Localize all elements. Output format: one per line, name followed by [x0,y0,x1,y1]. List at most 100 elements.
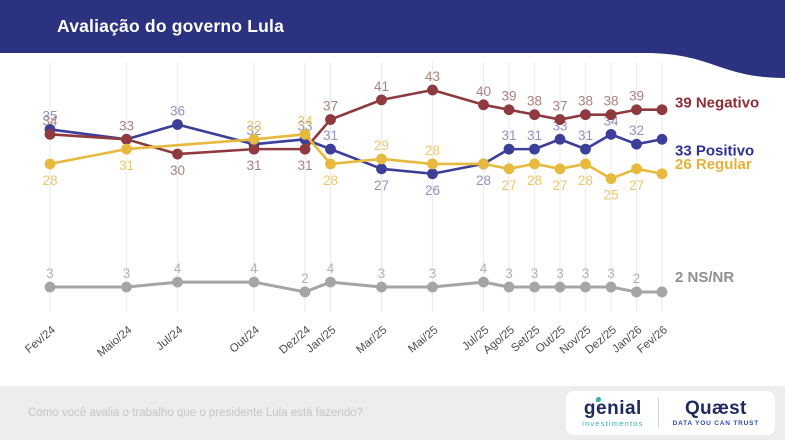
point-label-regular: 28 [42,173,57,188]
data-point-positivo [554,133,566,145]
point-label-negativo: 34 [42,113,58,128]
point-label-negativo: 38 [527,94,542,109]
data-point-positivo [580,143,591,155]
data-point-negativo [121,133,132,145]
footer-bar: Como você avalia o trabalho que o presid… [0,386,785,440]
point-label-positivo: 31 [578,128,593,143]
point-label-regular: 34 [297,113,313,128]
series-end-label-negativo: 39 Negativo [675,95,759,112]
data-point-regular [656,168,668,180]
data-point-negativo [503,104,515,116]
data-point-negativo [631,104,642,116]
point-label-positivo: 32 [629,123,644,138]
point-label-negativo: 39 [501,89,516,104]
data-point-positivo [172,119,183,130]
data-point-ns-nr [172,276,183,288]
point-label-negativo: 41 [374,79,389,94]
point-label-positivo: 27 [374,178,389,193]
point-label-ns-nr: 4 [250,261,258,276]
data-point-negativo [44,128,56,140]
data-point-negativo [172,148,183,160]
x-axis-label: Maio/24 [95,324,135,360]
data-point-positivo [376,163,387,175]
series-line-regular [49,133,663,180]
page-title: Avaliação do governo Lula [57,16,285,36]
point-label-ns-nr: 3 [582,266,590,281]
genial-subtitle: investimentos [582,418,644,428]
data-point-ns-nr [376,281,387,293]
point-label-regular: 25 [603,188,618,203]
genial-logo: genial investimentos [582,396,644,428]
point-label-negativo: 39 [629,89,644,104]
point-label-positivo: 26 [425,183,440,198]
point-label-negativo: 40 [476,84,491,99]
point-label-positivo: 28 [476,173,491,188]
data-point-ns-nr [248,276,260,288]
data-point-ns-nr [631,286,642,298]
data-point-negativo [248,143,260,155]
data-point-regular [478,158,489,170]
point-label-positivo: 31 [501,128,516,143]
data-point-negativo [427,84,438,96]
data-point-regular [580,158,591,170]
point-label-regular: 31 [119,158,134,173]
point-label-positivo: 36 [170,104,185,119]
series-end-label-regular: 26 Regular [675,156,752,173]
survey-question: Como você avalia o trabalho que o presid… [28,407,364,419]
point-label-ns-nr: 4 [480,261,488,276]
data-point-negativo [656,104,668,116]
data-point-ns-nr [427,281,438,293]
data-point-negativo [325,114,336,125]
point-label-ns-nr: 4 [327,261,335,276]
data-point-ns-nr [580,281,591,293]
data-point-ns-nr [605,281,617,293]
x-axis-label: Mar/25 [354,324,389,356]
point-label-ns-nr: 3 [531,266,539,281]
point-label-positivo: 31 [527,128,542,143]
data-point-positivo [503,143,515,155]
point-label-ns-nr: 3 [378,266,386,281]
data-point-negativo [529,109,540,121]
data-point-ns-nr [325,276,336,288]
point-label-ns-nr: 3 [505,266,513,281]
point-label-negativo: 37 [323,99,338,114]
point-label-positivo: 35 [42,108,57,123]
point-label-regular: 28 [578,173,593,188]
data-point-regular [631,163,642,175]
data-point-negativo [478,99,489,111]
data-point-regular [299,128,311,140]
point-label-negativo: 31 [297,158,312,173]
data-point-positivo [427,168,438,180]
data-point-regular [529,158,540,170]
data-point-regular [554,163,566,175]
point-label-negativo: 31 [246,158,261,173]
point-label-negativo: 30 [170,163,185,178]
quaest-logo: Quæst DATA YOU CAN TRUST [673,399,759,428]
series-line-ns-nr [50,280,662,294]
data-point-negativo [554,114,566,125]
point-label-ns-nr: 4 [174,261,182,276]
data-point-positivo [631,138,642,150]
point-label-ns-nr: 3 [46,266,54,281]
logo-box: genial investimentos Quæst DATA YOU CAN … [566,391,775,435]
series-end-label-ns-nr: 2 NS/NR [675,269,734,286]
data-point-ns-nr [554,281,566,293]
data-point-positivo [656,133,668,145]
data-point-negativo [376,94,387,106]
x-axis-label: Jul/24 [154,324,186,353]
point-label-positivo: 33 [297,118,312,133]
logo-divider [657,398,659,428]
data-point-ns-nr [121,281,132,293]
data-point-negativo [605,109,617,121]
point-label-positivo: 32 [246,123,261,138]
data-point-positivo [325,143,336,155]
series-line-negativo [49,88,662,156]
x-axis-label: Out/24 [228,324,263,356]
x-axis-label: Fev/24 [23,324,58,356]
quaest-tagline: DATA YOU CAN TRUST [672,419,759,427]
point-label-regular: 27 [552,178,567,193]
data-point-ns-nr [478,276,489,288]
data-point-regular [376,153,387,165]
point-label-negativo: 37 [552,99,567,114]
